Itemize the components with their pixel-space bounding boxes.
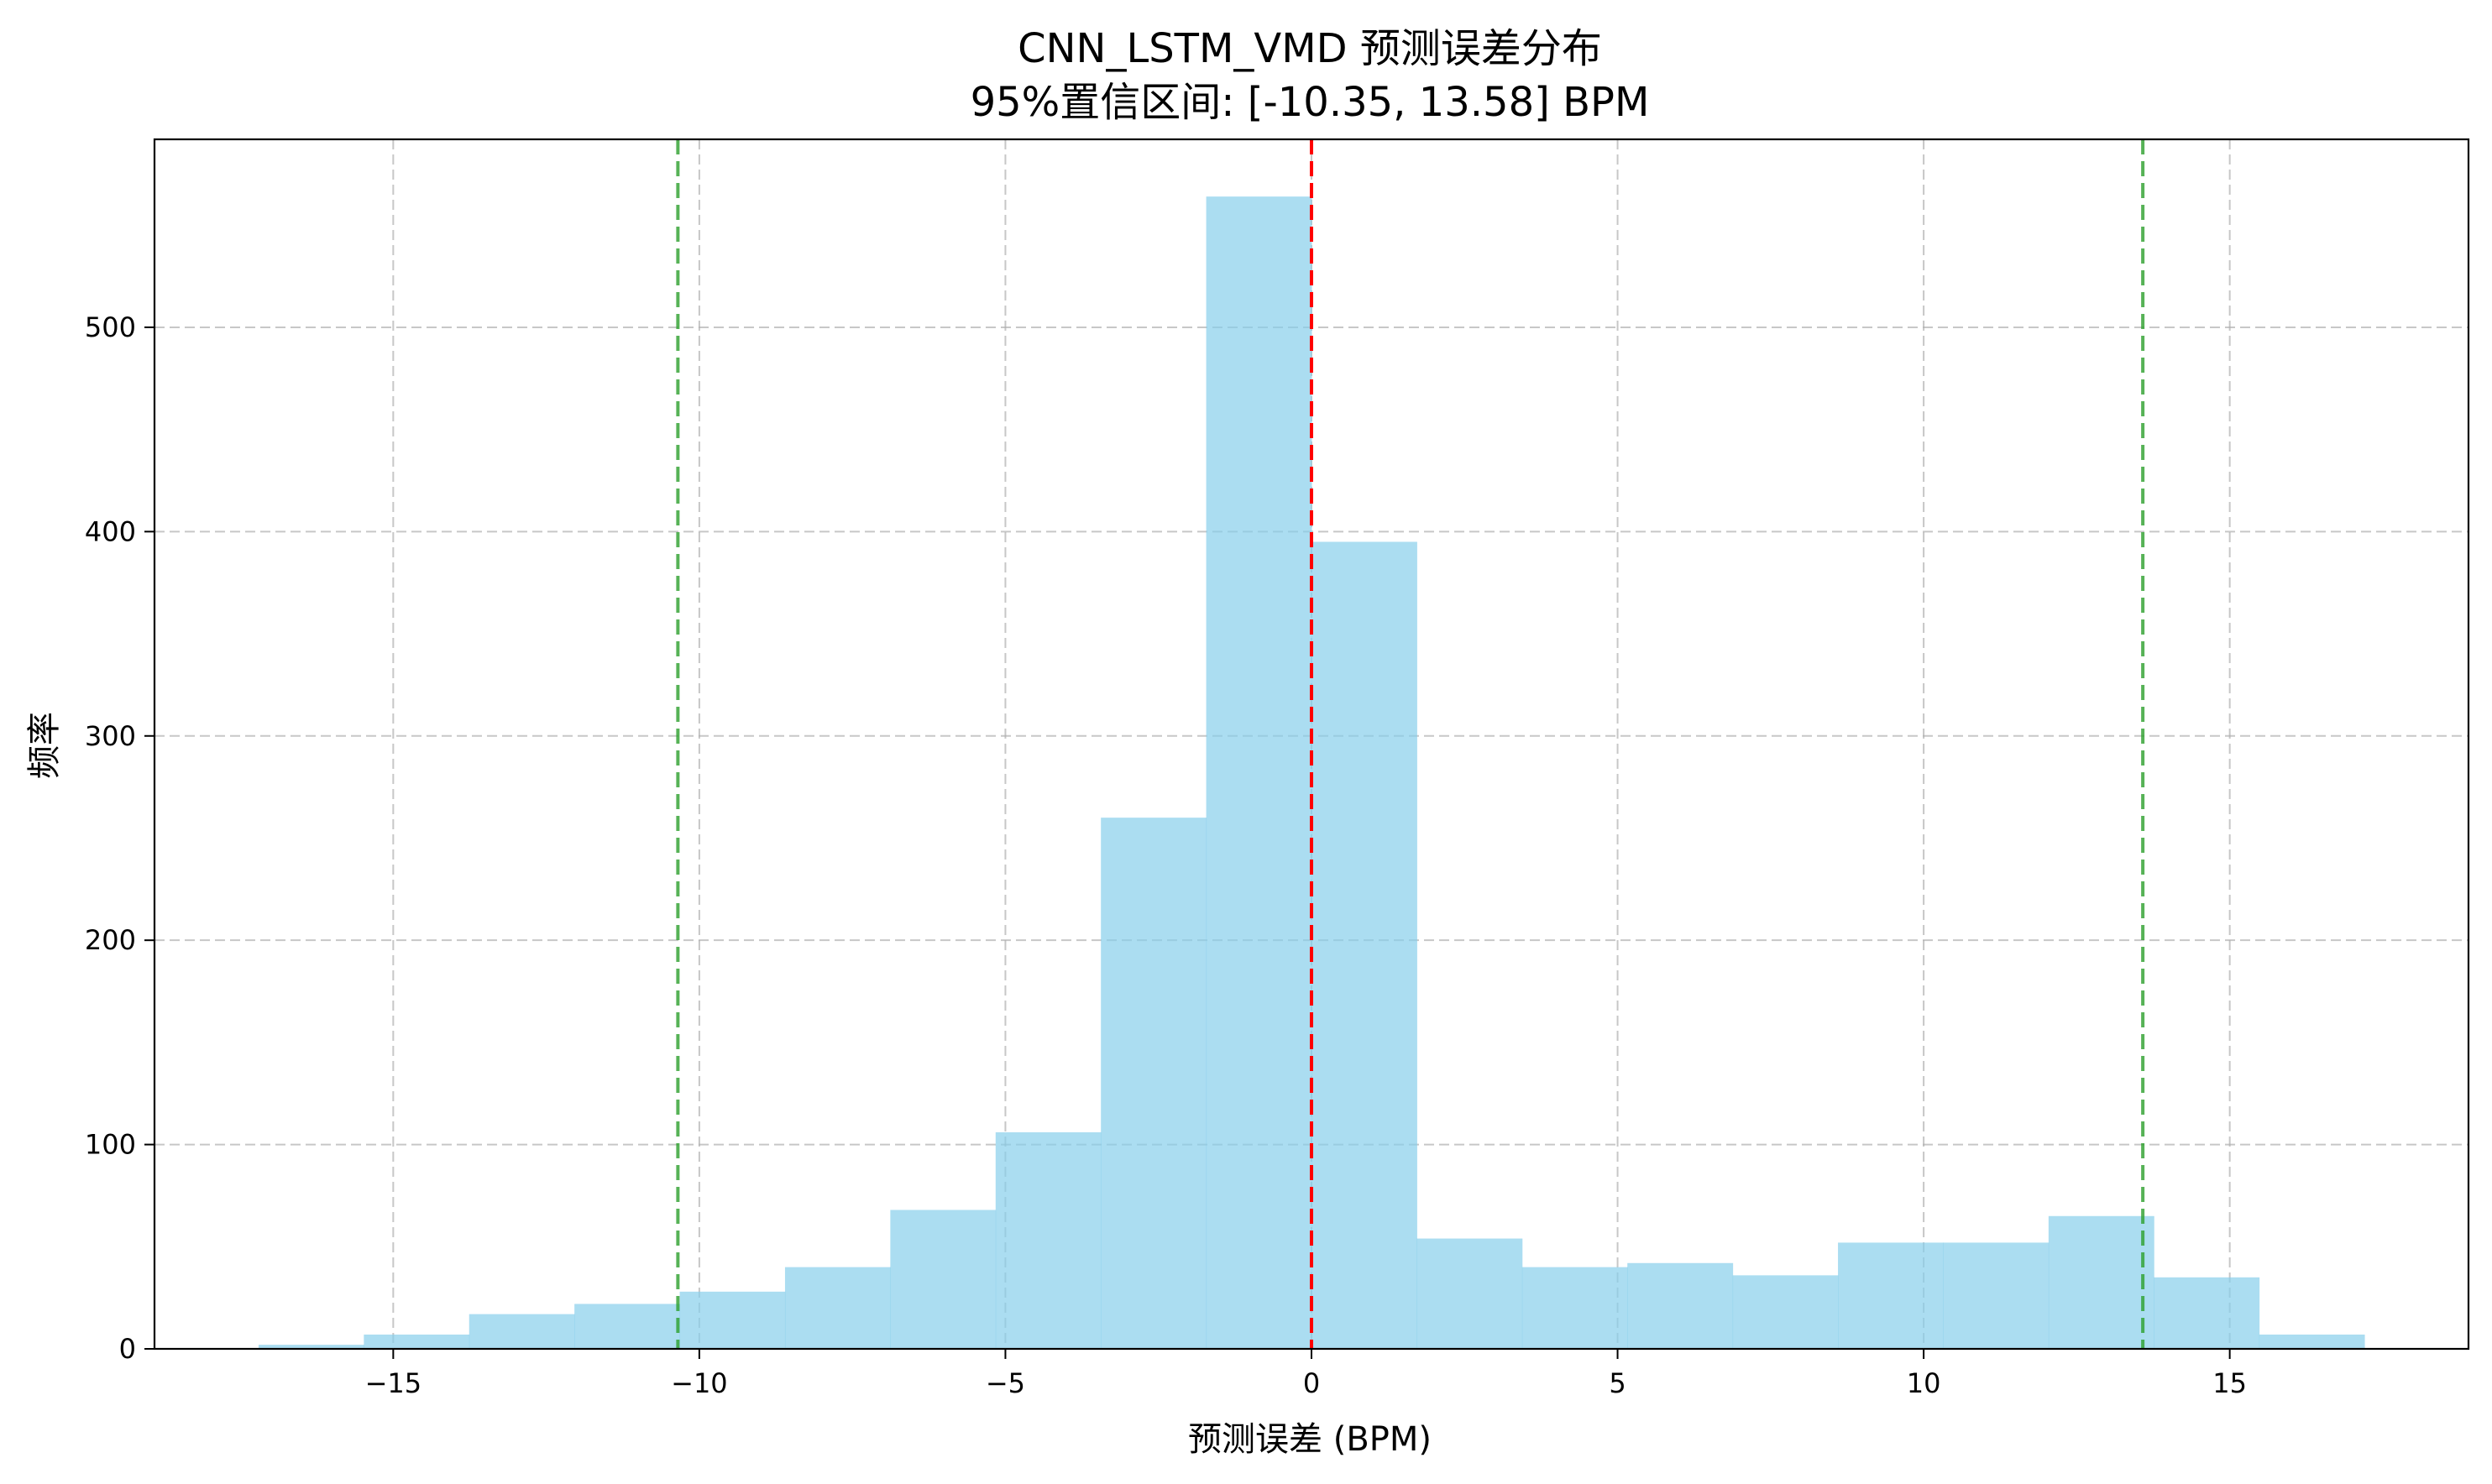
- histogram-bar-9: [1206, 196, 1312, 1350]
- histogram-bar-0: [258, 1345, 364, 1349]
- y-tick-label-4: 400: [85, 515, 136, 547]
- reference-lines: [676, 139, 2145, 1349]
- histogram-bar-8: [1101, 818, 1207, 1349]
- histogram-bars: [258, 196, 2365, 1350]
- x-tick-label-0: −15: [365, 1367, 422, 1399]
- x-axis-label: 预测误差 (BPM): [1188, 1420, 1432, 1459]
- y-axis-label: 频率: [25, 712, 64, 779]
- histogram-bar-5: [784, 1267, 891, 1349]
- y-tick-label-3: 300: [85, 720, 136, 752]
- histogram-bar-17: [2048, 1215, 2154, 1349]
- histogram-bar-7: [995, 1131, 1102, 1349]
- x-tick-label-6: 15: [2212, 1367, 2247, 1399]
- x-tick-label-2: −5: [986, 1367, 1025, 1399]
- histogram-bar-13: [1627, 1262, 1734, 1349]
- chart-subtitle: 95%置信区间: [-10.35, 13.58] BPM: [971, 79, 1650, 126]
- x-tick-label-3: 0: [1303, 1367, 1320, 1399]
- histogram-bar-11: [1416, 1238, 1523, 1349]
- histogram-bar-2: [469, 1314, 575, 1349]
- histogram-bar-19: [2259, 1334, 2365, 1349]
- x-tick-label-4: 5: [1609, 1367, 1626, 1399]
- histogram-bar-4: [679, 1291, 786, 1349]
- x-tick-label-1: −10: [671, 1367, 728, 1399]
- histogram-bar-1: [364, 1334, 470, 1349]
- x-tick-label-5: 10: [1907, 1367, 1941, 1399]
- histogram-bar-10: [1311, 541, 1417, 1349]
- y-tick-label-1: 100: [85, 1129, 136, 1161]
- histogram-bar-15: [1838, 1242, 1944, 1349]
- histogram-bar-6: [890, 1210, 997, 1349]
- histogram-bar-12: [1521, 1267, 1628, 1349]
- histogram-bar-16: [1943, 1242, 2050, 1349]
- chart-title: CNN_LSTM_VMD 预测误差分布: [1018, 25, 1602, 72]
- histogram-bar-18: [2154, 1277, 2260, 1349]
- y-tick-label-2: 200: [85, 924, 136, 956]
- histogram-bar-3: [574, 1304, 681, 1349]
- histogram-bar-14: [1732, 1275, 1839, 1349]
- y-tick-label-0: 0: [119, 1333, 136, 1365]
- y-tick-label-5: 500: [85, 311, 136, 343]
- x-axis-ticks: −15 −10 −5 0 5 10 15: [365, 1349, 2247, 1399]
- y-axis-ticks: 0 100 200 300 400 500: [85, 311, 154, 1365]
